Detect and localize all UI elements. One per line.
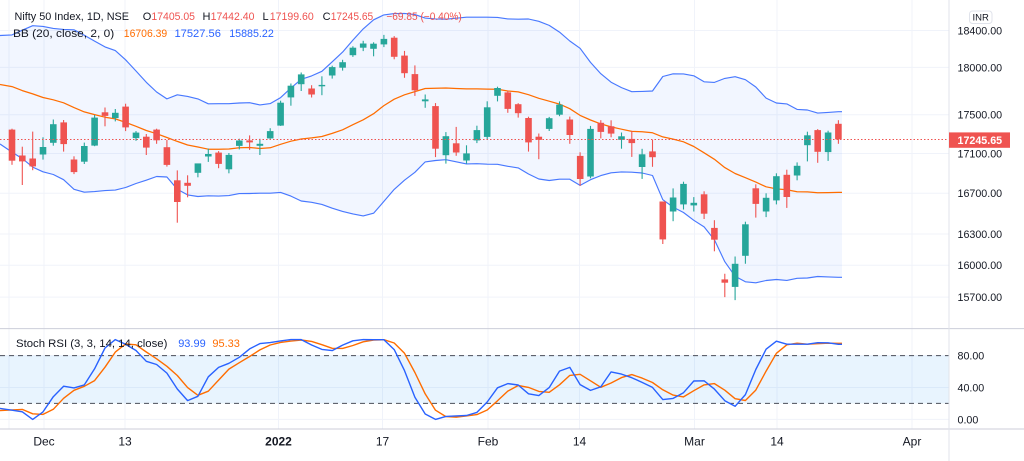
svg-text:16706.39: 16706.39 bbox=[124, 28, 167, 40]
svg-text:17245.65: 17245.65 bbox=[958, 135, 1003, 147]
svg-text:INR: INR bbox=[973, 13, 990, 24]
svg-text:15885.22: 15885.22 bbox=[229, 28, 274, 40]
svg-text:17405.05: 17405.05 bbox=[151, 11, 195, 23]
svg-text:0.00: 0.00 bbox=[958, 414, 979, 426]
svg-text:17245.65: 17245.65 bbox=[331, 11, 374, 23]
svg-text:16000.00: 16000.00 bbox=[958, 260, 1003, 272]
svg-text:14: 14 bbox=[573, 435, 587, 449]
svg-text:17100.00: 17100.00 bbox=[958, 148, 1003, 160]
svg-text:16300.00: 16300.00 bbox=[958, 229, 1003, 241]
svg-text:40.00: 40.00 bbox=[958, 382, 985, 394]
svg-text:C: C bbox=[323, 11, 331, 23]
svg-text:13: 13 bbox=[118, 435, 132, 449]
svg-text:Mar: Mar bbox=[684, 435, 705, 449]
svg-text:17: 17 bbox=[376, 435, 390, 449]
svg-text:Feb: Feb bbox=[478, 435, 499, 449]
svg-text:Apr: Apr bbox=[903, 435, 922, 449]
svg-text:14: 14 bbox=[770, 435, 784, 449]
svg-text:H: H bbox=[203, 11, 211, 23]
svg-text:2022: 2022 bbox=[265, 435, 292, 449]
svg-text:Dec: Dec bbox=[33, 435, 54, 449]
svg-text:80.00: 80.00 bbox=[958, 351, 985, 363]
svg-text:17500.00: 17500.00 bbox=[958, 110, 1003, 122]
svg-text:Stoch RSI (3, 3, 14, 14, close: Stoch RSI (3, 3, 14, 14, close) bbox=[16, 338, 167, 350]
svg-text:93.99: 93.99 bbox=[178, 338, 206, 350]
svg-text:O: O bbox=[143, 11, 152, 23]
svg-text:−69.85 (−0.40%): −69.85 (−0.40%) bbox=[386, 11, 461, 23]
svg-text:16700.00: 16700.00 bbox=[958, 188, 1003, 200]
svg-text:17442.40: 17442.40 bbox=[211, 11, 255, 23]
svg-text:Nifty 50 Index, 1D, NSE: Nifty 50 Index, 1D, NSE bbox=[15, 11, 130, 23]
svg-text:17199.60: 17199.60 bbox=[270, 11, 314, 23]
svg-text:15700.00: 15700.00 bbox=[958, 292, 1003, 304]
svg-text:18400.00: 18400.00 bbox=[958, 25, 1003, 37]
svg-text:18000.00: 18000.00 bbox=[958, 62, 1003, 74]
svg-text:BB (20, close, 2, 0): BB (20, close, 2, 0) bbox=[13, 28, 114, 40]
svg-text:95.33: 95.33 bbox=[212, 338, 240, 350]
svg-text:L: L bbox=[263, 11, 269, 23]
svg-text:17527.56: 17527.56 bbox=[175, 28, 221, 40]
